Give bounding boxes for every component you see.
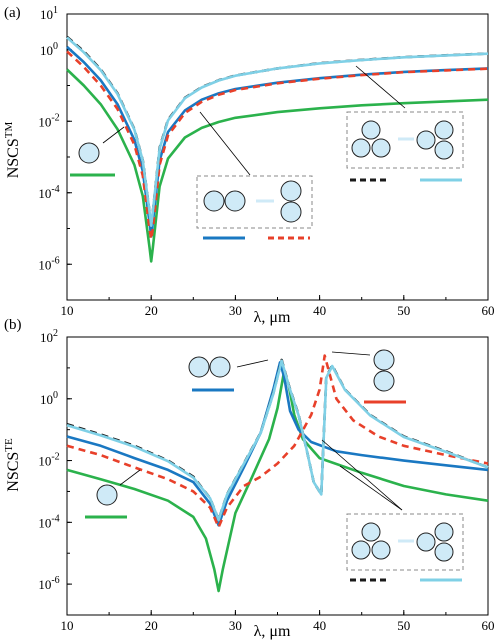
series-single bbox=[66, 369, 489, 593]
inset-quad-b bbox=[321, 439, 464, 582]
panel-a: (a) λ, μm NSCSTM 10 20 30 40 50 6010110010-21… bbox=[3, 5, 495, 326]
particle-icon bbox=[434, 542, 454, 562]
annotation-arrow bbox=[199, 111, 251, 176]
panel-a-ticks: 10 20 30 40 50 60 101 100 10-2 10-4 10-6 bbox=[38, 5, 494, 318]
y-tick-label: 100 bbox=[40, 41, 58, 58]
y-tick-label: 10-4 bbox=[38, 513, 59, 530]
y-tick-label: 102 bbox=[40, 328, 58, 345]
particle-icon bbox=[434, 522, 454, 542]
annotation-arrow bbox=[321, 439, 403, 511]
particle-icon bbox=[280, 201, 302, 223]
panel-a-label: (a) bbox=[4, 5, 21, 21]
x-tick-label: 30 bbox=[229, 618, 242, 633]
particle-icon bbox=[188, 356, 210, 378]
series-single bbox=[66, 68, 489, 263]
particle-icon bbox=[209, 356, 231, 378]
particle-icon bbox=[373, 370, 395, 392]
inset-pair-v-b bbox=[331, 349, 406, 404]
particle-icon bbox=[280, 180, 302, 202]
panel-a-curves bbox=[66, 35, 489, 263]
particle-icon bbox=[96, 484, 118, 506]
inset-pair-a bbox=[196, 111, 313, 240]
panel-b-xlabel: λ, μm bbox=[254, 623, 291, 640]
inset-pair-h-b bbox=[188, 356, 269, 392]
series-quad_a bbox=[66, 358, 489, 522]
series-pair_vertical bbox=[66, 354, 489, 529]
x-tick-label: 60 bbox=[482, 303, 495, 318]
panel-b: (b) λ, μm NSCSTE 10 20 30 40 50 6010210010-21… bbox=[3, 317, 495, 640]
series-pair_horizontal bbox=[66, 45, 489, 238]
particle-icon bbox=[224, 190, 246, 212]
series-pair_vertical bbox=[66, 50, 489, 241]
panel-b-curves bbox=[66, 354, 489, 593]
y-tick-label: 10-2 bbox=[38, 452, 59, 469]
x-tick-label: 50 bbox=[397, 303, 410, 318]
inset-box bbox=[346, 111, 464, 169]
annotation-arrow bbox=[355, 65, 406, 109]
inset-box bbox=[346, 513, 464, 571]
particle-icon bbox=[416, 130, 436, 150]
annotation-arrow bbox=[339, 465, 403, 511]
x-tick-label: 50 bbox=[397, 618, 410, 633]
particle-icon bbox=[434, 120, 454, 140]
series-quad_b bbox=[66, 36, 489, 227]
particle-icon bbox=[78, 142, 100, 164]
annotation-arrow bbox=[236, 359, 269, 368]
x-tick-label: 60 bbox=[482, 618, 495, 633]
annotation-arrow bbox=[331, 351, 371, 356]
inset-quad-a bbox=[346, 65, 464, 182]
panel-a-ylabel: NSCSTM bbox=[3, 122, 22, 179]
panel-b-label: (b) bbox=[4, 317, 22, 333]
x-tick-label: 40 bbox=[313, 618, 326, 633]
x-tick-label: 10 bbox=[61, 303, 74, 318]
x-tick-label: 20 bbox=[145, 303, 158, 318]
x-tick-label: 20 bbox=[145, 618, 158, 633]
y-tick-label: 10-6 bbox=[38, 575, 59, 592]
x-tick-label: 40 bbox=[313, 303, 326, 318]
particle-icon bbox=[351, 540, 371, 560]
y-tick-label: 101 bbox=[40, 5, 58, 22]
inset-single-a bbox=[70, 126, 125, 177]
x-tick-label: 30 bbox=[229, 303, 242, 318]
particle-icon bbox=[371, 138, 391, 158]
particle-icon bbox=[371, 540, 391, 560]
annotation-arrow bbox=[102, 126, 125, 144]
y-tick-label: 10-4 bbox=[38, 184, 59, 201]
y-tick-label: 100 bbox=[40, 390, 58, 407]
inset-single-b bbox=[85, 469, 141, 519]
particle-icon bbox=[351, 138, 371, 158]
series-quad_b bbox=[66, 359, 489, 522]
particle-icon bbox=[361, 120, 381, 140]
annotation-arrow bbox=[119, 469, 141, 486]
panel-b-ticks: 10 20 30 40 50 60 102 100 10-2 10-4 10-6 bbox=[38, 328, 494, 633]
panel-a-xlabel: λ, μm bbox=[254, 309, 291, 326]
particle-icon bbox=[434, 140, 454, 160]
particle-icon bbox=[373, 349, 395, 371]
y-tick-label: 10-2 bbox=[38, 112, 59, 129]
inset-box bbox=[196, 175, 313, 229]
particle-icon bbox=[361, 522, 381, 542]
panel-b-ylabel: NSCSTE bbox=[3, 438, 22, 492]
particle-icon bbox=[203, 190, 225, 212]
x-tick-label: 10 bbox=[61, 618, 74, 633]
y-tick-label: 10-6 bbox=[38, 255, 59, 272]
particle-icon bbox=[416, 532, 436, 552]
